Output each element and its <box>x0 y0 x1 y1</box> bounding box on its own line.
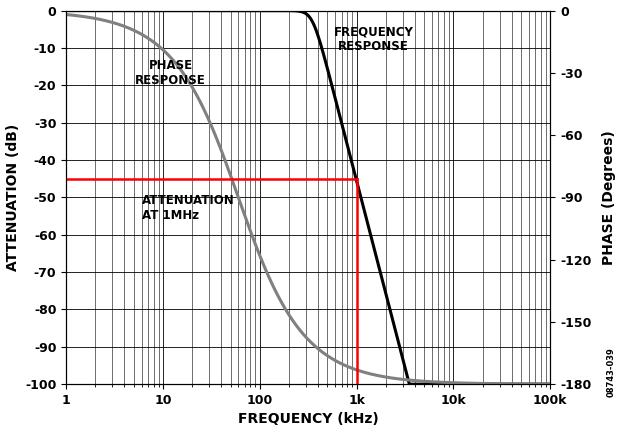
Text: FREQUENCY
RESPONSE: FREQUENCY RESPONSE <box>334 25 414 54</box>
Text: PHASE
RESPONSE: PHASE RESPONSE <box>136 59 206 87</box>
Text: ATTENUATION
AT 1MHz: ATTENUATION AT 1MHz <box>142 194 234 222</box>
X-axis label: FREQUENCY (kHz): FREQUENCY (kHz) <box>238 413 379 426</box>
Text: 08743-039: 08743-039 <box>606 348 615 397</box>
Y-axis label: ATTENUATION (dB): ATTENUATION (dB) <box>6 124 19 271</box>
Y-axis label: PHASE (Degrees): PHASE (Degrees) <box>603 130 616 265</box>
